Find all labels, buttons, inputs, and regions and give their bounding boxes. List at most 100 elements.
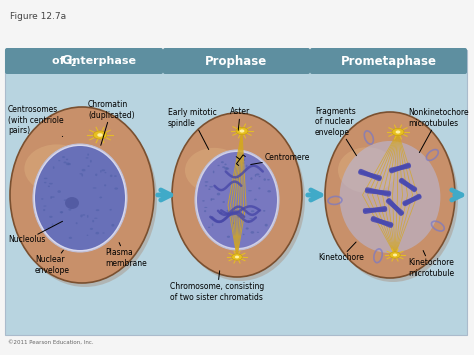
Ellipse shape [96, 209, 100, 211]
Ellipse shape [95, 174, 97, 176]
Text: Kinetochore: Kinetochore [318, 242, 364, 262]
Ellipse shape [210, 198, 212, 201]
Ellipse shape [65, 197, 79, 209]
Text: ©2011 Pearson Education, Inc.: ©2011 Pearson Education, Inc. [8, 340, 94, 345]
Ellipse shape [257, 232, 259, 233]
Ellipse shape [243, 215, 245, 218]
Ellipse shape [219, 212, 222, 214]
FancyBboxPatch shape [5, 48, 163, 74]
Text: Aster: Aster [230, 108, 250, 130]
Text: 2: 2 [70, 59, 76, 68]
Ellipse shape [227, 236, 230, 238]
Text: Nuclear
envelope: Nuclear envelope [35, 250, 70, 275]
Ellipse shape [251, 210, 255, 212]
Ellipse shape [95, 232, 99, 234]
Ellipse shape [87, 153, 89, 156]
Ellipse shape [222, 201, 225, 203]
Ellipse shape [264, 224, 268, 226]
Ellipse shape [208, 189, 210, 190]
Ellipse shape [250, 231, 254, 234]
Ellipse shape [104, 184, 106, 186]
Ellipse shape [76, 222, 78, 224]
Ellipse shape [340, 141, 440, 253]
Ellipse shape [232, 254, 242, 260]
Ellipse shape [254, 198, 257, 201]
Ellipse shape [185, 148, 244, 193]
Ellipse shape [338, 147, 396, 193]
Ellipse shape [82, 214, 85, 216]
Ellipse shape [90, 160, 92, 163]
Ellipse shape [211, 198, 215, 200]
Ellipse shape [64, 162, 67, 163]
Ellipse shape [94, 218, 98, 219]
Ellipse shape [236, 177, 239, 178]
Ellipse shape [264, 178, 266, 181]
Ellipse shape [325, 112, 455, 278]
Ellipse shape [66, 163, 70, 165]
Ellipse shape [236, 127, 248, 135]
Ellipse shape [256, 173, 260, 175]
Ellipse shape [67, 163, 71, 165]
Ellipse shape [248, 190, 252, 191]
Ellipse shape [205, 181, 209, 183]
Ellipse shape [238, 178, 240, 180]
Ellipse shape [110, 175, 112, 177]
Ellipse shape [246, 228, 249, 230]
Ellipse shape [60, 211, 63, 213]
Ellipse shape [204, 210, 206, 212]
FancyBboxPatch shape [5, 50, 467, 335]
Ellipse shape [104, 172, 106, 173]
Ellipse shape [52, 223, 54, 226]
Ellipse shape [102, 233, 105, 234]
Ellipse shape [263, 210, 265, 212]
Ellipse shape [393, 253, 397, 256]
Ellipse shape [57, 190, 61, 193]
Ellipse shape [49, 183, 53, 185]
Ellipse shape [79, 173, 82, 175]
Ellipse shape [233, 222, 235, 224]
Ellipse shape [259, 176, 261, 177]
Ellipse shape [221, 161, 224, 163]
FancyBboxPatch shape [310, 48, 467, 74]
Ellipse shape [49, 216, 53, 218]
Ellipse shape [100, 197, 102, 198]
Ellipse shape [246, 165, 247, 168]
Ellipse shape [69, 237, 72, 239]
Text: Fragments
of nuclear
envelope: Fragments of nuclear envelope [315, 107, 356, 155]
Ellipse shape [172, 113, 302, 277]
Ellipse shape [226, 168, 229, 170]
Ellipse shape [197, 152, 277, 248]
Ellipse shape [90, 228, 93, 230]
Ellipse shape [224, 167, 228, 170]
Ellipse shape [93, 131, 107, 139]
Ellipse shape [41, 198, 44, 200]
Ellipse shape [93, 187, 97, 189]
Ellipse shape [267, 179, 270, 181]
Ellipse shape [250, 177, 253, 180]
Ellipse shape [227, 210, 229, 212]
Ellipse shape [109, 209, 112, 211]
Text: Figure 12.7a: Figure 12.7a [10, 12, 66, 21]
Ellipse shape [209, 186, 213, 187]
Ellipse shape [43, 206, 46, 207]
Ellipse shape [258, 187, 260, 189]
Ellipse shape [222, 166, 225, 168]
Ellipse shape [247, 220, 250, 223]
Ellipse shape [87, 215, 89, 218]
Text: Plasma
membrane: Plasma membrane [105, 242, 147, 268]
Text: Nucleolus: Nucleolus [8, 221, 63, 245]
Ellipse shape [243, 159, 245, 161]
Ellipse shape [44, 182, 46, 183]
Ellipse shape [97, 133, 103, 137]
Ellipse shape [175, 117, 305, 281]
Ellipse shape [92, 220, 94, 222]
Text: Chromatin
(duplicated): Chromatin (duplicated) [88, 100, 135, 145]
Ellipse shape [87, 165, 90, 167]
Ellipse shape [202, 200, 205, 202]
Ellipse shape [44, 178, 47, 179]
Ellipse shape [219, 212, 222, 214]
Ellipse shape [33, 144, 127, 252]
Ellipse shape [239, 215, 242, 217]
Text: Early mitotic
spindle: Early mitotic spindle [168, 108, 217, 149]
Ellipse shape [195, 150, 279, 250]
